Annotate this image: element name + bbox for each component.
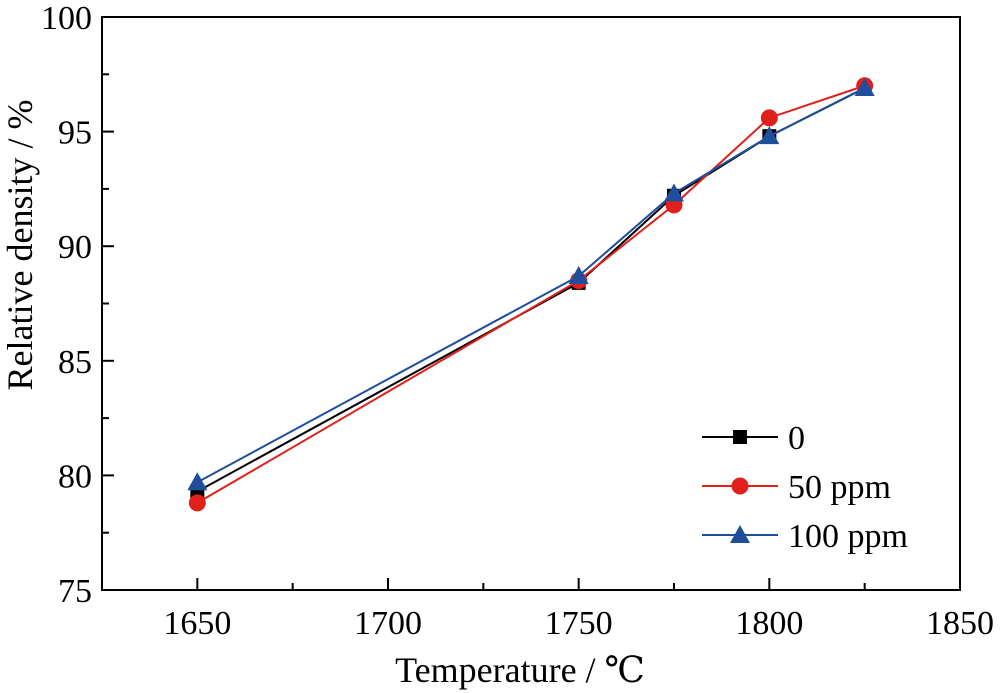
legend-label: 100 ppm xyxy=(788,518,908,555)
data-point xyxy=(854,78,875,97)
legend-item-0: 0 xyxy=(702,420,805,457)
data-point xyxy=(759,126,780,145)
legend-marker xyxy=(731,477,749,495)
series-2 xyxy=(187,78,875,491)
y-tick-label: 80 xyxy=(58,458,92,495)
y-axis-label: Relative density / % xyxy=(0,100,40,391)
x-tick-label: 1650 xyxy=(163,605,231,642)
legend-item-1: 50 ppm xyxy=(702,469,891,506)
x-tick-label: 1750 xyxy=(545,605,613,642)
legend-marker xyxy=(730,525,750,543)
data-series xyxy=(187,77,875,512)
series-line xyxy=(196,84,865,504)
legend-label: 50 ppm xyxy=(788,469,891,506)
data-point xyxy=(188,494,206,512)
x-tick-label: 1800 xyxy=(735,605,803,642)
x-axis-label: Temperature / ℃ xyxy=(395,650,645,690)
series-line xyxy=(196,87,866,484)
y-tick-label: 85 xyxy=(58,344,92,381)
y-tick-label: 75 xyxy=(58,573,92,610)
data-point xyxy=(760,109,778,127)
x-tick-label: 1850 xyxy=(926,605,994,642)
y-tick-label: 100 xyxy=(41,0,92,37)
y-tick-label: 90 xyxy=(58,229,92,266)
legend-marker xyxy=(733,430,747,444)
x-tick-label: 1700 xyxy=(354,605,422,642)
y-tick-label: 95 xyxy=(58,115,92,152)
series-line xyxy=(196,87,866,493)
data-point xyxy=(187,472,208,491)
data-point xyxy=(568,265,589,284)
legend-item-2: 100 ppm xyxy=(702,518,908,555)
legend: 0 50 ppm 100 ppm xyxy=(702,420,908,555)
data-point xyxy=(664,183,684,202)
axes: 1650 1700 1750 1800 1850 75 80 85 90 95 100 xyxy=(41,0,994,642)
legend-label: 0 xyxy=(788,420,805,457)
